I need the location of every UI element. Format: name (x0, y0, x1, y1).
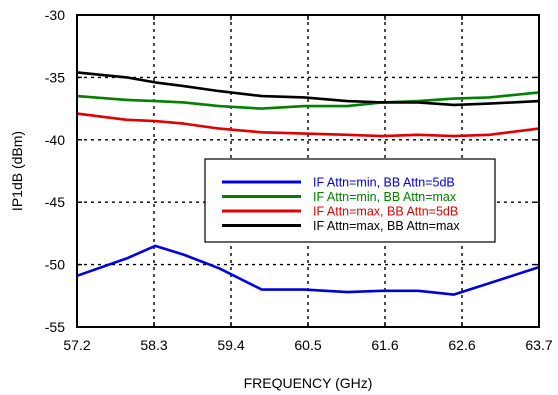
data-series (76, 71, 540, 296)
x-tick-label: 60.5 (294, 337, 321, 353)
axis-ticks (76, 14, 540, 328)
y-axis-title: IP1dB (dBm) (9, 131, 25, 211)
legend-label-2: IF Attn=min, BB Attn=max (313, 190, 457, 204)
series-line-1 (76, 244, 540, 296)
legend-label-1: IF Attn=min, BB Attn=5dB (313, 176, 455, 190)
x-tick-label: 57.2 (63, 337, 90, 353)
y-tick-label: -35 (45, 69, 65, 85)
series-line-2 (76, 91, 540, 110)
x-tick-label: 58.3 (140, 337, 167, 353)
series-line-4 (76, 71, 540, 107)
x-tick-label: 61.6 (371, 337, 398, 353)
x-tick-labels: 57.2 58.3 59.4 60.5 61.6 62.6 63.7 (63, 337, 552, 353)
legend-label-3: IF Attn=max, BB Attn=5dB (313, 205, 458, 219)
y-tick-label: -40 (45, 132, 65, 148)
legend-label-4: IF Attn=max, BB Attn=max (313, 219, 460, 233)
y-tick-labels: -30 -35 -40 -45 -50 -55 (45, 7, 65, 335)
y-tick-label: -50 (45, 257, 65, 273)
y-tick-label: -30 (45, 7, 65, 23)
y-tick-label: -45 (45, 194, 65, 210)
x-tick-label: 59.4 (217, 337, 244, 353)
x-tick-label: 63.7 (525, 337, 552, 353)
series-line-3 (76, 112, 540, 138)
y-tick-label: -55 (45, 319, 65, 335)
x-axis-title: FREQUENCY (GHz) (244, 375, 373, 391)
x-tick-label: 62.6 (448, 337, 475, 353)
legend-box (204, 158, 496, 243)
